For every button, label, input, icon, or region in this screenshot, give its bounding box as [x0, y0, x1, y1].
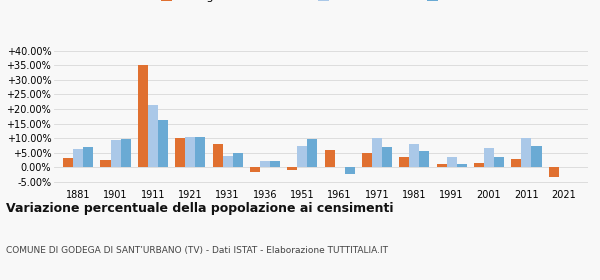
Text: COMUNE DI GODEGA DI SANT’URBANO (TV) - Dati ISTAT - Elaborazione TUTTITALIA.IT: COMUNE DI GODEGA DI SANT’URBANO (TV) - D…: [6, 246, 388, 255]
Bar: [233, 153, 243, 167]
Bar: [63, 158, 73, 167]
Bar: [121, 139, 131, 167]
Bar: [223, 156, 233, 167]
Bar: [73, 149, 83, 167]
Bar: [110, 141, 121, 167]
Bar: [548, 167, 559, 178]
Bar: [446, 157, 457, 167]
Bar: [511, 159, 521, 167]
Bar: [250, 167, 260, 172]
Bar: [297, 146, 307, 167]
Bar: [419, 151, 430, 167]
Legend: Godega di Sant’Urbano, Provincia di TV, Veneto: Godega di Sant’Urbano, Provincia di TV, …: [157, 0, 485, 6]
Bar: [185, 137, 196, 167]
Bar: [362, 153, 372, 167]
Bar: [260, 160, 270, 167]
Bar: [345, 167, 355, 174]
Bar: [494, 157, 504, 167]
Bar: [196, 137, 205, 167]
Bar: [158, 120, 168, 167]
Bar: [532, 146, 542, 167]
Bar: [372, 138, 382, 167]
Bar: [325, 150, 335, 167]
Bar: [521, 137, 532, 167]
Bar: [399, 157, 409, 167]
Bar: [409, 144, 419, 167]
Bar: [287, 167, 297, 170]
Bar: [138, 65, 148, 167]
Bar: [100, 160, 110, 167]
Bar: [457, 164, 467, 167]
Bar: [484, 148, 494, 167]
Text: Variazione percentuale della popolazione ai censimenti: Variazione percentuale della popolazione…: [6, 202, 394, 214]
Bar: [212, 144, 223, 167]
Bar: [148, 105, 158, 167]
Bar: [270, 160, 280, 167]
Bar: [83, 147, 94, 167]
Bar: [307, 139, 317, 167]
Bar: [382, 147, 392, 167]
Bar: [474, 163, 484, 167]
Bar: [175, 138, 185, 167]
Bar: [437, 164, 446, 167]
